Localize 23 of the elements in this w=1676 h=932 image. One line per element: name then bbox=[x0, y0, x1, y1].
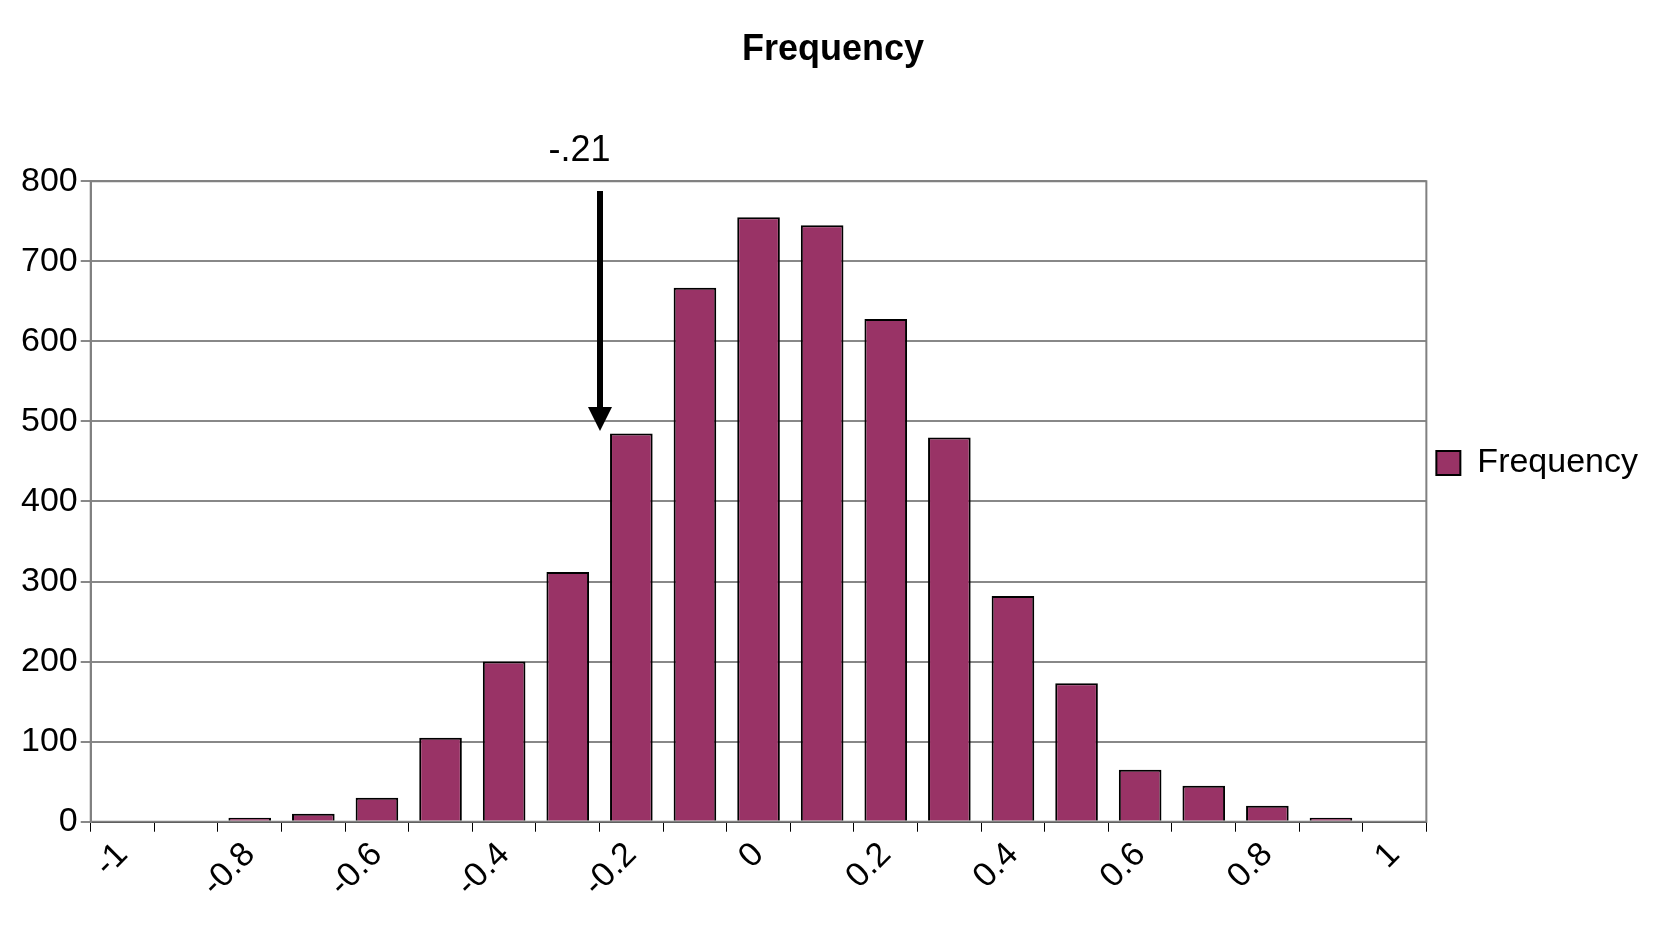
x-tick-label: 0.8 bbox=[1218, 833, 1279, 895]
x-tick-label: 1 bbox=[1365, 833, 1407, 875]
y-tick-label: 800 bbox=[20, 159, 78, 198]
x-tick-label: 0.2 bbox=[837, 833, 898, 895]
x-tick-label: -0.2 bbox=[574, 833, 643, 903]
x-tick-label: 0.6 bbox=[1091, 833, 1152, 895]
chart-title: Frequency bbox=[741, 26, 925, 68]
x-tick-label: 0 bbox=[729, 833, 771, 875]
legend-label: Frequency bbox=[1477, 441, 1638, 480]
x-tick-label: -0.6 bbox=[320, 833, 389, 903]
text: -.21 bbox=[548, 128, 611, 170]
y-tick-label: 300 bbox=[20, 559, 78, 598]
x-tick-label: -0.4 bbox=[447, 833, 516, 903]
y-tick-label: 700 bbox=[20, 239, 78, 278]
y-tick-label: 600 bbox=[20, 319, 78, 358]
y-tick-label: 200 bbox=[20, 639, 78, 678]
y-tick-label: 0 bbox=[58, 800, 78, 839]
x-tick-label: -1 bbox=[85, 833, 135, 883]
y-tick-label: 100 bbox=[20, 720, 78, 759]
x-tick-label: 0.4 bbox=[964, 833, 1025, 895]
y-tick-label: 400 bbox=[20, 479, 78, 518]
y-tick-label: 500 bbox=[20, 399, 78, 438]
x-tick-label: -0.8 bbox=[193, 833, 262, 903]
